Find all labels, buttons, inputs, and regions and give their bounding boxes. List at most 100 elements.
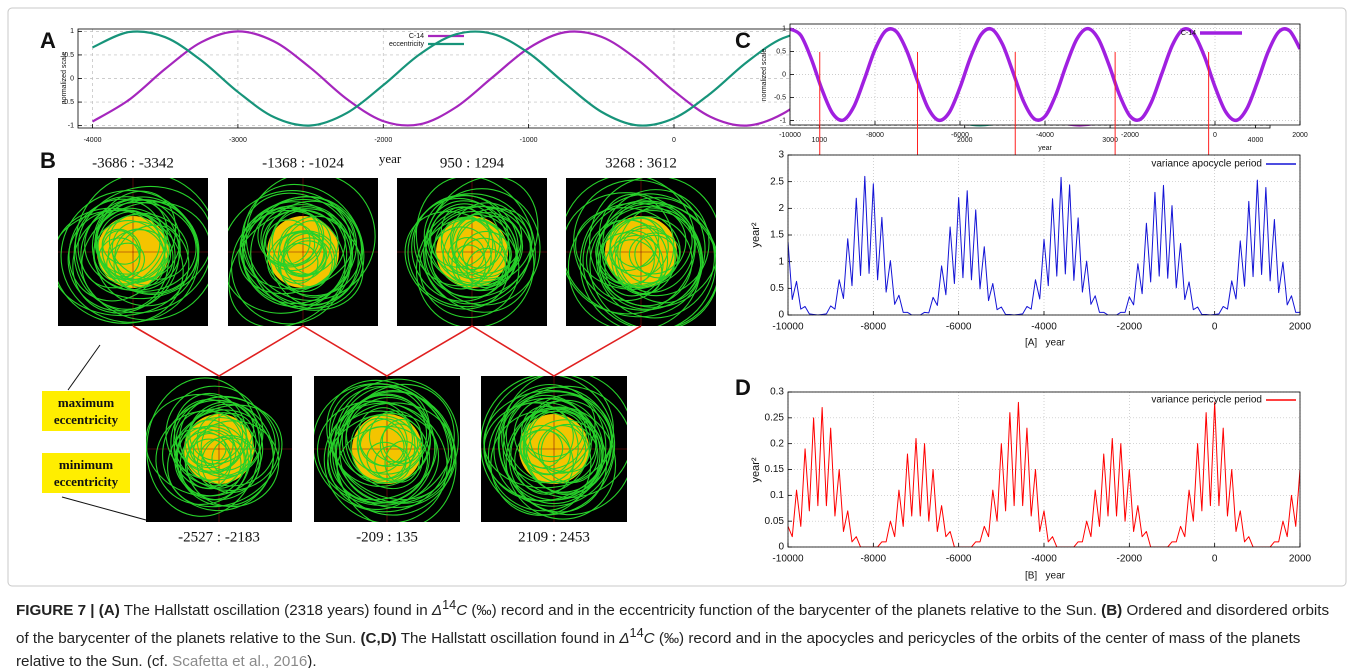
orbit bbox=[60, 189, 200, 323]
orbit bbox=[366, 441, 407, 480]
orbit bbox=[381, 418, 424, 464]
orbit bbox=[589, 202, 716, 326]
orbit bbox=[243, 196, 358, 305]
orbit bbox=[323, 402, 448, 522]
orbit bbox=[379, 423, 419, 467]
orbit-image bbox=[58, 178, 208, 326]
y-tick-label: 0.25 bbox=[765, 412, 785, 423]
range-label: 2109 : 2453 bbox=[518, 529, 590, 545]
caption-part: (‰) record and in the eccentricity funct… bbox=[467, 602, 1102, 620]
orbit bbox=[537, 425, 587, 474]
orbit bbox=[268, 206, 352, 306]
orbit bbox=[602, 189, 710, 297]
orbit bbox=[273, 231, 328, 282]
orbit bbox=[510, 407, 590, 493]
orbit bbox=[189, 432, 227, 466]
orbit bbox=[617, 205, 695, 293]
orbit bbox=[599, 216, 693, 307]
y-tick-label: 1 bbox=[70, 28, 74, 35]
y-tick-label: 1 bbox=[782, 25, 786, 32]
series-line bbox=[790, 26, 1300, 123]
caption-part: Δ bbox=[619, 630, 630, 648]
orbit bbox=[175, 409, 274, 507]
x-axis-label: [B] year bbox=[1025, 571, 1066, 582]
panel-label: B bbox=[40, 148, 56, 173]
orbit bbox=[326, 379, 453, 501]
x-tick-label: 4000 bbox=[1248, 137, 1264, 144]
orbit bbox=[328, 383, 453, 504]
orbit bbox=[514, 429, 574, 495]
orbit-image bbox=[314, 376, 460, 522]
y-tick-label: 1.5 bbox=[770, 230, 784, 241]
orbit bbox=[523, 429, 564, 469]
range-label: -209 : 135 bbox=[356, 529, 418, 545]
orbit bbox=[97, 211, 167, 281]
orbit bbox=[579, 193, 716, 326]
orbit bbox=[345, 396, 432, 484]
x-tick-label: -6000 bbox=[946, 554, 972, 565]
caption-part: 14 bbox=[629, 626, 644, 641]
x-tick-label: -8000 bbox=[866, 132, 884, 139]
orbit bbox=[481, 376, 616, 516]
orbit bbox=[483, 390, 613, 489]
orbit bbox=[415, 205, 535, 326]
orbit bbox=[211, 437, 252, 477]
x-tick-label: -2000 bbox=[374, 137, 392, 144]
orbit bbox=[356, 417, 408, 480]
y-tick-label: 0 bbox=[778, 542, 784, 553]
orbit bbox=[490, 410, 592, 516]
x-tick-label: 2000 bbox=[1289, 322, 1312, 333]
legend-label: C-14 bbox=[409, 33, 424, 40]
x-axis-label: [A] year bbox=[1025, 338, 1066, 349]
orbit bbox=[184, 438, 232, 489]
x-axis-label: year bbox=[1038, 145, 1052, 152]
y-axis-label: year² bbox=[750, 457, 762, 482]
range-label: -3686 : -3342 bbox=[92, 155, 174, 171]
orbit bbox=[173, 392, 247, 474]
x-tick-label: 0 bbox=[1212, 554, 1218, 565]
range-label: 950 : 1294 bbox=[440, 155, 505, 171]
orbit-image bbox=[146, 376, 292, 522]
y-tick-label: -1 bbox=[780, 117, 786, 124]
figure: B -3686 : -3342 -1368 : -1024 950 : 1294 32… bbox=[7, 7, 1347, 587]
orbit bbox=[106, 242, 145, 281]
x-tick-label: 0 bbox=[1212, 322, 1218, 333]
pointer bbox=[61, 496, 147, 521]
y-tick-label: 2 bbox=[778, 203, 784, 214]
orbit bbox=[282, 230, 325, 277]
orbit bbox=[404, 210, 509, 310]
orbit bbox=[357, 418, 408, 474]
orbit bbox=[68, 198, 166, 302]
caption-part: Ordered and disordered orbits of the bar… bbox=[16, 602, 1330, 648]
x-tick-label: -2000 bbox=[1117, 554, 1143, 565]
orbit bbox=[265, 219, 311, 265]
orbit-image bbox=[566, 178, 716, 326]
x-tick-label: -10000 bbox=[772, 554, 804, 565]
orbit-image bbox=[228, 178, 378, 326]
x-tick-label: 2000 bbox=[1292, 132, 1308, 139]
x-tick-label: 2000 bbox=[957, 137, 973, 144]
y-axis-label: year² bbox=[750, 222, 762, 247]
orbit bbox=[430, 218, 511, 299]
x-tick-label: -4000 bbox=[84, 137, 102, 144]
caption: FIGURE 7 | (A) The Hallstatt oscillation… bbox=[16, 594, 1338, 668]
x-tick-label: -8000 bbox=[861, 322, 887, 333]
range-label: -1368 : -1024 bbox=[262, 155, 344, 171]
orbit bbox=[108, 212, 189, 281]
caption-part: C bbox=[643, 630, 655, 648]
y-tick-label: 2.5 bbox=[770, 176, 784, 187]
x-axis-label: year bbox=[379, 151, 402, 166]
series-line bbox=[788, 401, 1300, 547]
pointer bbox=[67, 344, 101, 391]
caption-part: ). bbox=[307, 653, 317, 668]
orbit bbox=[186, 420, 280, 508]
orbit bbox=[179, 424, 249, 501]
x-tick-label: 3000 bbox=[1102, 137, 1118, 144]
orbit bbox=[450, 214, 517, 287]
orbit bbox=[440, 206, 494, 271]
panel-label: C bbox=[735, 28, 751, 53]
orbit bbox=[604, 234, 664, 297]
citation-link[interactable]: Scafetta et al., 2016 bbox=[172, 653, 308, 668]
legend-label: variance pericycle period bbox=[1151, 395, 1262, 406]
